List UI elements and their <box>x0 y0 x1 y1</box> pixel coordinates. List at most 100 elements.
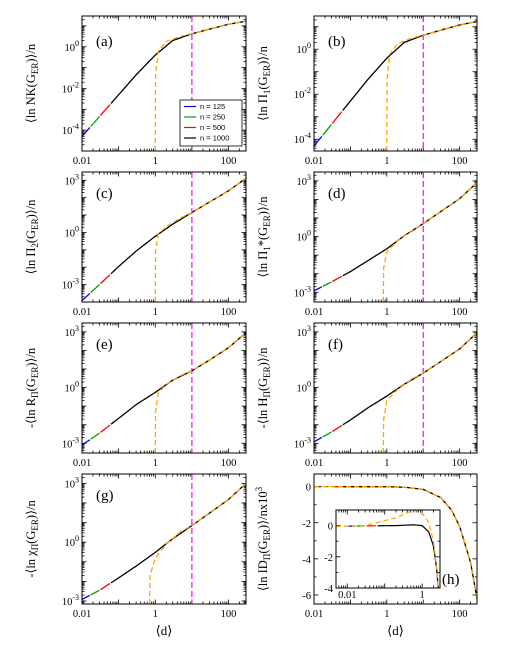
panel-c-y-tick-label: 10-3 <box>62 277 79 292</box>
panel-g: 0.01 1 100 10-3 100 103 (g) -⟨ln χΠ​(GER​)⟩/n ⟨d… <box>24 473 247 638</box>
panel-f-y-tick-label: 10-3 <box>294 435 311 450</box>
panel-h-y-tick-label: -6 <box>302 591 311 602</box>
panel-d-series-1 <box>322 281 332 287</box>
panel-f-x-tick-label: 1 <box>384 458 389 469</box>
panel-f-series-0 <box>314 436 323 443</box>
panel-e-series-1 <box>90 432 100 440</box>
panel-h-x-axis-label: ⟨d⟩ <box>387 623 404 638</box>
panel-b-series-1 <box>322 124 332 136</box>
panel-f-x-tick-label: 0.01 <box>305 458 323 469</box>
panel-g-series-2 <box>100 582 111 591</box>
panel-a: 0.01 1 100 10-4 10-2 100 (a) ⟨ln NK(GER​)⟩/n n =… <box>24 15 247 167</box>
panel-h-inset-x-tick-label: 0.01 <box>338 590 356 601</box>
panel-a-frame <box>81 15 247 152</box>
panel-f-series-3 <box>342 332 477 426</box>
panel-d-y-tick-label: 103 <box>297 173 312 188</box>
panel-h-inset-y-tick-label: -2 <box>324 553 333 564</box>
panel-c-theory-curve <box>154 177 246 302</box>
panel-b-series-3 <box>342 20 477 111</box>
panel-g-series-1 <box>90 589 100 596</box>
panel-c-label: (c) <box>96 186 113 202</box>
panel-e-series-3 <box>110 332 246 425</box>
panel-c-x-tick-label: 100 <box>221 307 237 318</box>
panel-e-y-tick-label: 103 <box>65 324 80 339</box>
panel-h-label: (h) <box>442 572 460 588</box>
panel-d-x-tick-label: 100 <box>452 307 468 318</box>
panel-h-inset-theory-curve <box>336 510 439 588</box>
panel-c-series-1 <box>90 284 100 294</box>
panel-b-x-tick-label: 100 <box>452 156 468 167</box>
panel-h-y-tick-label: 0 <box>306 483 311 494</box>
panel-h-inset: 0.01 1 0 -2 -4 <box>324 509 441 601</box>
panel-g-x-tick-label: 100 <box>221 609 237 620</box>
panel-f-frame <box>313 322 478 454</box>
panel-h-y-axis-label: ⟨ln IDΠ​(GER​)⟩/nx103​ <box>254 486 272 591</box>
panel-d-x-tick-label: 1 <box>384 307 389 318</box>
panel-g-frame <box>81 473 247 605</box>
panel-d-label: (d) <box>328 186 346 202</box>
panel-a-theory-curve <box>154 20 246 151</box>
panel-c-series-0 <box>82 292 91 302</box>
panel-g-series-0 <box>82 594 91 600</box>
panel-b-x-tick-label: 1 <box>384 156 389 167</box>
panel-d-y-axis-label: ⟨ln Π1​*(GER​)⟩/n <box>256 196 272 278</box>
panel-g-theory-curve <box>148 482 246 604</box>
panel-a-series-3 <box>110 20 246 104</box>
panel-a-y-axis-label: ⟨ln NK(GER​)⟩/n <box>24 43 40 123</box>
panel-b-y-tick-label: 10-4 <box>294 131 311 146</box>
panel-c: 0.01 1 100 10-3 100 103 (c) ⟨ln Π2​(GER​)⟩/n <box>24 171 247 318</box>
panel-h-inset-y-tick-label: -4 <box>324 584 333 595</box>
panel-g-x-tick-label: 0.01 <box>73 609 91 620</box>
panel-e-x-tick-label: 1 <box>153 458 158 469</box>
panel-f-series-1 <box>322 431 332 438</box>
panel-h: 0.01 1 100 0 -2 -4 -6 (h) ⟨ln IDΠ​(GER​)⟩/nx103​… <box>254 473 478 638</box>
panel-g-label: (g) <box>96 488 114 504</box>
panel-a-series-2 <box>99 104 111 116</box>
panel-g-series-3 <box>110 482 246 584</box>
panel-e-frame <box>81 322 247 454</box>
legend-entry: n = 1000 <box>200 134 229 143</box>
panel-h-inset-y-tick-label: 0 <box>328 522 333 533</box>
panel-f-y-tick-label: 100 <box>297 380 312 395</box>
panel-f: 0.01 1 100 10-3 100 103 (f) -⟨ln HΠ​(GER​)⟩/n <box>256 322 478 469</box>
panel-d: 0.01 1 100 10-3 100 103 (d) ⟨ln Π1​*(GER​)⟩/n <box>256 171 478 318</box>
panel-g-y-tick-label: 10-3 <box>62 593 79 608</box>
legend-entry: n = 125 <box>200 102 225 111</box>
panel-f-x-tick-label: 100 <box>452 458 468 469</box>
panel-a-y-tick-label: 10-4 <box>62 122 79 137</box>
panel-a-series-0 <box>82 127 91 137</box>
panel-e-x-tick-label: 0.01 <box>73 458 91 469</box>
panel-d-y-tick-label: 10-3 <box>294 284 311 299</box>
panel-b-y-tick-label: 100 <box>297 41 312 56</box>
panel-c-y-tick-label: 100 <box>65 224 80 239</box>
panel-h-x-tick-label: 1 <box>384 609 389 620</box>
panel-e-theory-curve <box>154 332 246 453</box>
panel-h-theory-curve <box>314 485 477 599</box>
panel-a-series-1 <box>90 116 100 127</box>
panel-b-y-axis-label: ⟨ln Π1​(GER​)⟩/n <box>256 45 272 120</box>
panel-f-label: (f) <box>328 337 343 353</box>
panel-h-x-tick-label: 0.01 <box>305 609 323 620</box>
panel-b-series-2 <box>331 111 343 124</box>
panel-d-theory-curve <box>382 182 477 302</box>
panel-g-x-tick-label: 1 <box>153 609 158 620</box>
panel-h-x-tick-label: 100 <box>452 609 468 620</box>
panel-e-series-2 <box>100 424 111 433</box>
panel-b-label: (b) <box>328 34 346 50</box>
panel-d-x-tick-label: 0.01 <box>305 307 323 318</box>
panel-d-series-3 <box>342 182 477 277</box>
panel-c-y-axis-label: ⟨ln Π2​(GER​)⟩/n <box>24 199 40 274</box>
panel-b-theory-curve <box>386 20 477 151</box>
panel-g-y-tick-label: 100 <box>65 534 80 549</box>
panel-d-series-2 <box>332 275 343 283</box>
panel-c-x-tick-label: 1 <box>153 307 158 318</box>
panel-a-x-tick-label: 100 <box>221 156 237 167</box>
panel-c-x-tick-label: 0.01 <box>73 307 91 318</box>
panel-e-series-0 <box>82 439 91 446</box>
panel-c-series-2 <box>99 274 111 285</box>
legend-entry: n = 500 <box>200 123 225 132</box>
panel-b: 0.01 1 100 10-4 10-2 100 (b) ⟨ln Π1​(GER​)⟩/n <box>256 15 478 167</box>
panel-d-y-tick-label: 100 <box>297 229 312 244</box>
